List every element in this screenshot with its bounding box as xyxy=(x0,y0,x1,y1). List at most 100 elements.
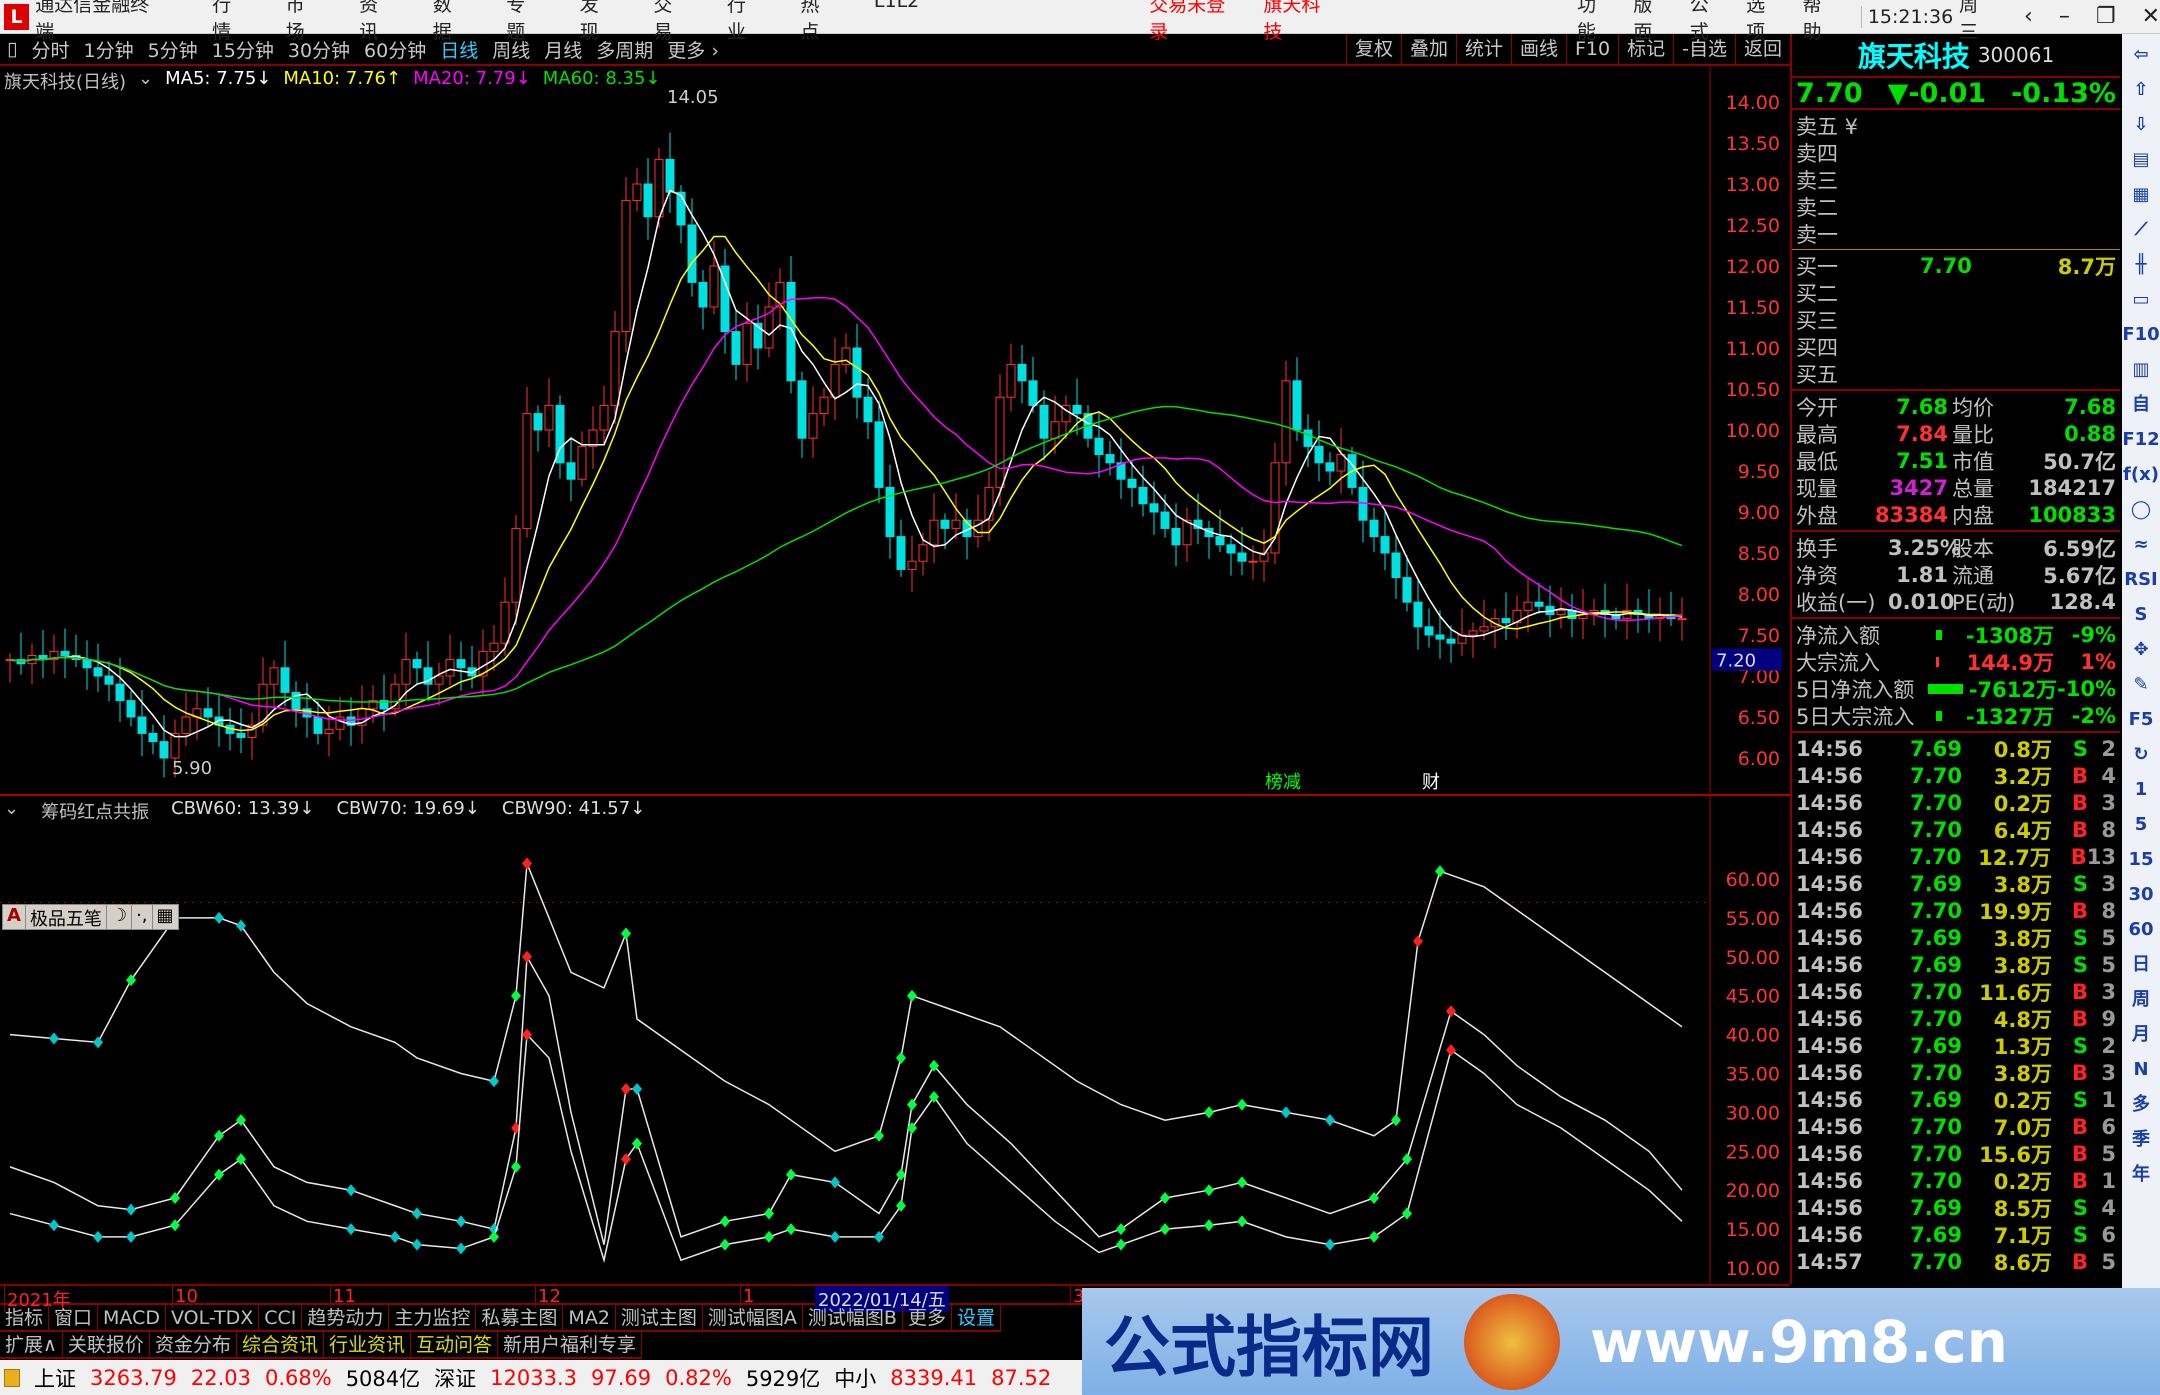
tool-button-0[interactable]: 复权 xyxy=(1345,34,1401,64)
side-icon-31[interactable]: 季 xyxy=(2132,1129,2150,1150)
panel-toggle-icon[interactable]: ▯ xyxy=(7,38,18,60)
side-icon-7[interactable]: ▭ xyxy=(2132,289,2150,310)
side-icon-25[interactable]: 60 xyxy=(2128,919,2154,940)
right-menu-0[interactable]: 功能 xyxy=(1577,0,1597,43)
right-menu-3[interactable]: 选项 xyxy=(1746,0,1766,43)
side-icon-20[interactable]: ↻ xyxy=(2133,744,2149,765)
side-icon-5[interactable]: ⟋ xyxy=(2134,219,2148,240)
side-icon-15[interactable]: RSI xyxy=(2124,569,2158,590)
period-tab-2[interactable]: 5分钟 xyxy=(147,39,198,62)
menu-1[interactable]: 市场 xyxy=(285,0,305,43)
menu-5[interactable]: 发现 xyxy=(579,0,599,43)
side-icon-6[interactable]: ╫ xyxy=(2135,254,2147,275)
side-icon-2[interactable]: ⇩ xyxy=(2133,114,2149,135)
side-icon-19[interactable]: F5 xyxy=(2128,709,2154,730)
side-icon-26[interactable]: 日 xyxy=(2132,954,2150,975)
indicator-tab-12[interactable]: 更多 xyxy=(903,1305,952,1330)
side-icon-16[interactable]: S xyxy=(2134,604,2148,625)
candlestick-chart[interactable]: 14.00 13.50 13.00 12.50 12.00 11.50 11.00 10.50… xyxy=(0,66,1790,796)
side-icon-27[interactable]: 周 xyxy=(2132,989,2150,1010)
period-tab-6[interactable]: 日线 xyxy=(440,39,479,62)
extension-tab-6[interactable]: 新用户福利专享 xyxy=(498,1332,643,1357)
side-icon-8[interactable]: F10 xyxy=(2122,324,2160,345)
back-button[interactable]: ‹ xyxy=(2024,4,2033,29)
tool-button-3[interactable]: 画线 xyxy=(1510,34,1566,64)
side-icon-21[interactable]: 1 xyxy=(2134,779,2148,800)
period-tab-1[interactable]: 1分钟 xyxy=(83,39,134,62)
indicator-collapse-icon[interactable]: ⌄ xyxy=(4,798,20,819)
tool-button-6[interactable]: -自选 xyxy=(1673,34,1735,64)
period-tab-9[interactable]: 多周期 xyxy=(596,39,654,62)
restore-button[interactable]: ❐ xyxy=(2095,4,2116,29)
period-tab-3[interactable]: 15分钟 xyxy=(211,39,274,62)
indicator-tab-7[interactable]: 私募主图 xyxy=(476,1305,564,1330)
side-icon-0[interactable]: ⇦ xyxy=(2133,44,2149,65)
menu-4[interactable]: 专题 xyxy=(506,0,526,43)
side-icon-3[interactable]: ▤ xyxy=(2132,149,2150,170)
indicator-tab-10[interactable]: 测试幅图A xyxy=(703,1305,803,1330)
side-icon-17[interactable]: ✥ xyxy=(2133,639,2149,660)
login-status[interactable]: 交易未登录 xyxy=(1149,0,1226,43)
indicator-tab-0[interactable]: 指标 xyxy=(0,1305,50,1330)
period-tab-0[interactable]: 分时 xyxy=(31,39,70,62)
ime-mode[interactable]: A xyxy=(7,905,21,926)
menu-2[interactable]: 资讯 xyxy=(359,0,379,43)
keyboard-icon[interactable]: ▦ xyxy=(151,905,178,929)
side-icon-9[interactable]: ▥ xyxy=(2132,359,2150,380)
indicator-tab-2[interactable]: MACD xyxy=(98,1305,166,1330)
indicator-tab-11[interactable]: 测试幅图B xyxy=(803,1305,903,1330)
collapse-icon[interactable]: ⌄ xyxy=(138,68,154,89)
punctuation-icon[interactable]: ·, xyxy=(131,905,151,929)
indicator-tab-8[interactable]: MA2 xyxy=(563,1305,616,1330)
menu-0[interactable]: 行情 xyxy=(212,0,232,43)
extension-tab-0[interactable]: 扩展∧ xyxy=(0,1332,63,1357)
side-icon-30[interactable]: 多 xyxy=(2132,1094,2150,1115)
period-tab-4[interactable]: 30分钟 xyxy=(287,39,351,62)
side-icon-13[interactable]: ◯ xyxy=(2130,499,2152,520)
menu-3[interactable]: 数据 xyxy=(432,0,452,43)
tool-button-4[interactable]: F10 xyxy=(1566,34,1618,64)
period-tab-10[interactable]: 更多 › xyxy=(667,39,719,62)
menu-8[interactable]: 热点 xyxy=(800,0,820,43)
indicator-tab-6[interactable]: 主力监控 xyxy=(389,1305,477,1330)
tool-button-5[interactable]: 标记 xyxy=(1618,34,1673,64)
right-menu-2[interactable]: 公式 xyxy=(1689,0,1709,43)
extension-tab-4[interactable]: 行业资讯 xyxy=(324,1332,411,1357)
side-icon-29[interactable]: N xyxy=(2133,1059,2149,1080)
indicator-chart[interactable]: 60.00 55.00 50.00 45.00 40.00 35.00 30.00 25.00… xyxy=(0,796,1790,1284)
tool-button-7[interactable]: 返回 xyxy=(1734,34,1790,64)
extension-tab-2[interactable]: 资金分布 xyxy=(150,1332,237,1357)
side-icon-22[interactable]: 5 xyxy=(2134,814,2148,835)
period-tab-5[interactable]: 60分钟 xyxy=(364,39,427,62)
side-icon-11[interactable]: F12 xyxy=(2122,429,2160,450)
indicator-tab-4[interactable]: CCI xyxy=(259,1305,303,1330)
minimize-button[interactable]: – xyxy=(2058,4,2070,29)
indicator-tab-3[interactable]: VOL-TDX xyxy=(166,1305,260,1330)
side-icon-23[interactable]: 15 xyxy=(2128,849,2154,870)
indicator-tab-13[interactable]: 设置 xyxy=(952,1305,1001,1330)
side-icon-32[interactable]: 年 xyxy=(2132,1164,2150,1185)
ime-toolbar[interactable]: A 极品五笔 ☽ ·, ▦ xyxy=(2,904,179,930)
right-menu-1[interactable]: 版面 xyxy=(1633,0,1653,43)
side-icon-10[interactable]: 自 xyxy=(2132,394,2150,415)
side-icon-4[interactable]: ▦ xyxy=(2132,184,2150,205)
tool-button-2[interactable]: 统计 xyxy=(1455,34,1511,64)
close-button[interactable]: ✕ xyxy=(2141,4,2160,29)
extension-tab-1[interactable]: 关联报价 xyxy=(63,1332,150,1357)
menu-9[interactable]: L1L2 xyxy=(873,0,920,12)
side-icon-12[interactable]: f(x) xyxy=(2123,464,2159,485)
side-icon-24[interactable]: 30 xyxy=(2128,884,2154,905)
indicator-tab-9[interactable]: 测试主图 xyxy=(616,1305,703,1330)
extension-tab-3[interactable]: 综合资讯 xyxy=(237,1332,324,1357)
indicator-tab-1[interactable]: 窗口 xyxy=(49,1305,99,1330)
side-icon-28[interactable]: 月 xyxy=(2132,1024,2150,1045)
tool-button-1[interactable]: 叠加 xyxy=(1400,34,1456,64)
menu-6[interactable]: 交易 xyxy=(653,0,673,43)
period-tab-8[interactable]: 月线 xyxy=(544,39,583,62)
side-icon-18[interactable]: ✎ xyxy=(2133,674,2149,695)
extension-tab-5[interactable]: 互动问答 xyxy=(411,1332,498,1357)
ime-name[interactable]: 极品五笔 xyxy=(24,905,106,930)
indicator-tab-5[interactable]: 趋势动力 xyxy=(302,1305,390,1330)
side-icon-14[interactable]: ≈ xyxy=(2133,534,2149,555)
right-menu-4[interactable]: 帮助 xyxy=(1802,0,1822,43)
